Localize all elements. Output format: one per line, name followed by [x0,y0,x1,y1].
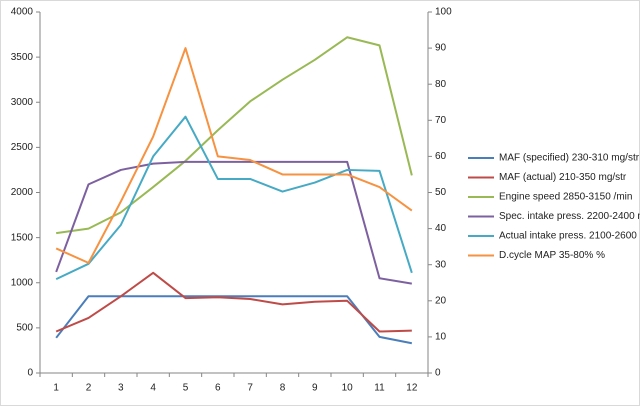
y-tick-label: 3500 [11,52,34,63]
y2-tick-label: 20 [435,295,447,306]
x-tick-label: 6 [215,383,221,394]
y-tick-label: 2500 [11,142,34,153]
series-line [55,47,413,264]
x-tick-label: 4 [150,383,156,394]
y-tick-label: 1500 [11,232,34,243]
y2-tick-label: 100 [435,7,452,18]
x-tick-label: 8 [280,383,286,394]
y-tick-label: 3000 [11,97,34,108]
y2-tick-label: 90 [435,43,447,54]
x-tick-label: 10 [342,383,354,394]
y-tick-label: 0 [27,368,33,379]
series-line [55,271,412,333]
legend-label: Engine speed 2850-3150 /min [499,192,632,203]
x-tick-label: 3 [118,383,124,394]
y-tick-label: 1000 [11,277,34,288]
y2-tick-label: 0 [435,368,441,379]
y2-tick-label: 70 [435,115,447,126]
legend-label: MAF (actual) 210-350 mg/str [499,172,627,183]
y2-tick-label: 60 [435,151,447,162]
y-tick-label: 500 [16,323,33,334]
legend-label: Spec. intake press. 2200-2400 mbar [499,211,640,222]
y2-tick-label: 40 [435,223,447,234]
series-line [55,160,412,285]
x-tick-label: 9 [312,383,318,394]
y-tick-label: 2000 [11,187,34,198]
legend-label: D.cycle MAP 35-80% % [499,250,605,261]
legend-label: MAF (specified) 230-310 mg/str [499,153,640,164]
x-tick-label: 1 [53,383,59,394]
x-tick-label: 11 [374,383,385,394]
x-tick-label: 12 [406,383,418,394]
y2-tick-label: 10 [435,332,447,343]
series-line [56,36,413,235]
x-tick-label: 7 [247,383,253,394]
y2-tick-label: 50 [435,187,447,198]
y2-tick-label: 30 [435,259,447,270]
x-tick-label: 2 [86,383,92,394]
y-tick-label: 4000 [11,7,34,18]
y2-tick-label: 80 [435,79,447,90]
x-tick-label: 5 [183,383,189,394]
series-line [55,295,413,345]
legend-label: Actual intake press. 2100-2600 [499,231,637,242]
series-line [55,115,413,281]
